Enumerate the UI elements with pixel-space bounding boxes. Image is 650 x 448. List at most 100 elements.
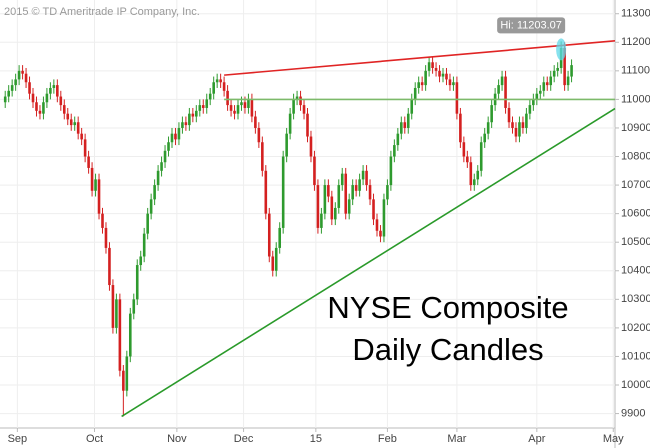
candle-body [479,142,483,171]
chart-title: Daily Candles [352,332,543,367]
y-tick-label: 10900 [621,122,650,134]
candle-body [521,122,525,128]
annotation-label: Hi: 11203.07 [500,19,562,31]
candle-body [45,93,49,103]
candle-body [174,133,177,140]
candle-body [219,79,222,83]
candle-body [549,76,553,86]
candle-body [313,156,316,186]
candle-body [434,67,438,71]
candle-body [406,113,410,128]
annotation-box [497,17,566,34]
y-tick-label: 11200 [621,36,650,48]
candle-body [139,256,143,266]
candle-body [122,370,125,391]
candle-body [247,99,250,108]
candle-body [452,82,455,86]
candle-body [518,122,521,137]
candle-body [205,99,209,108]
candle-body [167,142,170,151]
candle-body [358,179,361,191]
candle-body [229,105,233,111]
candle-body [146,213,149,234]
candle-body [233,110,236,114]
chart-title: NYSE Composite [327,290,568,325]
candle-body [97,179,101,214]
candle-body [382,199,386,237]
candle-body [424,70,427,86]
x-tick-label: Mar [447,433,466,445]
trend-line [224,40,616,76]
candle-body [254,116,257,128]
candle-body [386,185,389,200]
trend-line [121,107,616,418]
candle-body [80,133,83,140]
x-tick-label: Apr [528,433,545,445]
candle-body [250,99,254,117]
candle-body [101,213,104,228]
candle-body [340,173,344,186]
candle-body [257,127,261,143]
y-tick-label: 11300 [621,8,650,20]
candle-body [410,99,414,114]
candle-body [226,90,229,106]
candle-body [90,167,94,191]
y-tick-label: 11100 [621,65,650,77]
candle-body [240,102,243,106]
y-tick-label: 9900 [621,407,645,419]
x-tick-label: Nov [167,433,187,445]
candle-body [320,213,323,228]
candle-body [299,96,302,106]
candle-body [125,356,129,391]
candle-body [351,185,354,200]
candle-body [333,207,337,220]
candle-body [56,85,59,97]
candle-body [132,299,136,314]
candle-body [94,179,97,191]
candle-body [288,113,292,134]
candle-body [552,70,556,77]
candle-body [438,70,441,77]
candle-body [441,73,445,77]
candle-body [261,142,264,171]
candle-body [427,62,431,71]
watermark: 2015 © TD Ameritrade IP Company, Inc. [4,6,200,18]
candle-body [476,170,480,180]
candle-body [372,199,375,220]
candle-body [7,90,10,97]
candle-body [170,133,174,143]
candle-body [459,113,462,143]
candle-body [361,170,365,180]
candle-body [525,113,528,128]
x-tick-label: Feb [378,433,397,445]
candle-body [149,199,153,214]
candle-body [570,65,573,77]
candle-body [184,122,188,126]
candle-body [535,93,539,100]
candle-body [264,170,268,214]
candle-body [337,185,341,208]
candle-body [188,113,191,126]
candle-body [365,170,368,186]
candle-body [108,247,111,286]
candle-body [14,79,17,86]
candle-body [3,96,7,103]
candle-body [389,156,393,186]
candle-body [500,76,504,86]
candle-body [59,96,63,106]
candle-body [528,105,532,114]
candle-body [177,127,181,140]
candle-body [368,185,372,200]
y-tick-label: 11000 [621,93,650,105]
candle-body [347,199,351,214]
candle-body [28,82,31,94]
candle-body [10,85,14,91]
candle-body [201,105,205,108]
candle-body [542,82,546,91]
candle-body [445,73,448,80]
candle-body [413,87,417,100]
candle-body [538,90,542,94]
candle-body [292,99,295,114]
candle-body [379,230,382,237]
x-tick-label: May [603,433,624,445]
